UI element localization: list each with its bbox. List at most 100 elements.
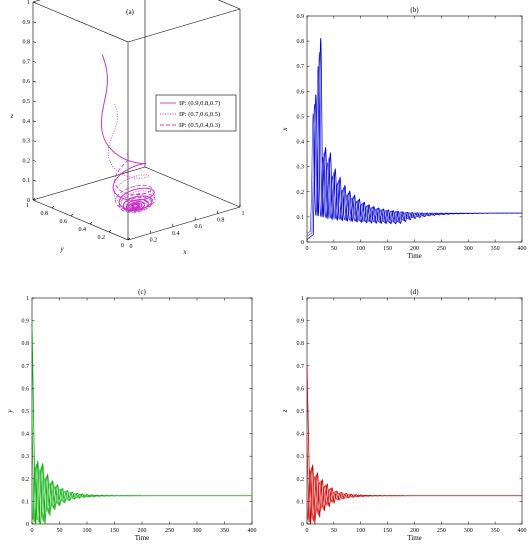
y-tick-label: 0 (26, 522, 29, 528)
y-tick-label: 0 (301, 240, 304, 246)
x-tick-label: 300 (464, 528, 473, 534)
z-tick-mark (32, 1, 37, 4)
y-tick-label: 0.4 (297, 432, 305, 438)
y-tick-label: 0.4 (297, 140, 305, 146)
y-tick-label: 0.9 (297, 319, 305, 325)
y-tick-label: 0 (121, 243, 124, 249)
y-tick-label: 1 (26, 203, 29, 209)
x-tick-label: 150 (383, 246, 392, 252)
legend-label: IP: (0.5,0.4,0.3) (179, 122, 220, 129)
box-edge (144, 166, 241, 208)
series-line-alt (306, 66, 522, 234)
x-axis-label: Time (407, 534, 422, 542)
z-tick-label: 1 (27, 0, 30, 6)
z-tick-label: 0.6 (23, 79, 31, 85)
x-tick-label: 0 (31, 528, 34, 534)
y-axis-label: y (6, 409, 14, 414)
x-tick-label: 250 (165, 528, 174, 534)
y-tick-label: 0.5 (297, 114, 305, 120)
y-tick-label: 0.2 (22, 477, 30, 483)
z-tick-label: 0.1 (23, 178, 31, 184)
y-tick-label: 0.7 (22, 364, 30, 370)
series-line-alt (31, 410, 252, 523)
y-axis-label: z (281, 409, 289, 413)
x-axis-label: Time (407, 252, 422, 260)
z-tick-label: 0.4 (23, 119, 31, 125)
x-tick-label: 150 (110, 528, 119, 534)
panel-a-3d-phase-portrait: 00.10.20.30.40.50.60.70.80.9100.20.40.60… (10, 0, 245, 256)
y-tick-label: 0 (301, 522, 304, 528)
x-tick-label: 0.6 (194, 224, 202, 230)
x-tick-label: 1 (242, 211, 245, 217)
y-tick-label: 0.1 (297, 499, 305, 505)
y-axis-label: x (281, 127, 289, 132)
z-axis-label: z (10, 112, 14, 120)
x-tick-label: 100 (356, 528, 365, 534)
y-tick-label: 0.3 (297, 454, 305, 460)
x-tick-label: 350 (220, 528, 229, 534)
y-tick-label: 0.7 (297, 64, 305, 70)
x-axis-label: Time (135, 534, 150, 542)
y-tick-label: 0.9 (297, 14, 305, 20)
y-tick-label: 0.1 (22, 499, 30, 505)
x-tick-label: 0 (306, 246, 309, 252)
x-axis-label: x (182, 248, 187, 256)
x-tick-label: 50 (57, 528, 63, 534)
x-tick-label: 150 (383, 528, 392, 534)
box-edge (127, 206, 241, 241)
z-tick-mark (32, 80, 37, 83)
y-tick-label: 1 (301, 296, 304, 302)
z-tick-mark (32, 21, 37, 24)
panel-title: (b) (410, 6, 419, 14)
box-edge (217, 0, 241, 10)
z-tick-label: 0.3 (23, 139, 31, 145)
x-tick-label: 250 (437, 246, 446, 252)
y-tick-mark (32, 197, 36, 201)
z-tick-mark (32, 100, 37, 103)
z-tick-label: 0.8 (23, 40, 31, 46)
y-tick-label: 0.3 (22, 454, 30, 460)
y-tick-mark (127, 237, 131, 241)
x-tick-label: 350 (491, 528, 500, 534)
legend-label: IP: (0.9,0.8,0.7) (179, 100, 220, 107)
z-tick-mark (32, 160, 37, 162)
y-tick-label: 0.7 (297, 364, 305, 370)
x-tick-label: 50 (331, 528, 337, 534)
series-line (306, 38, 522, 240)
x-tick-label: 400 (248, 528, 257, 534)
trajectory-dotted (107, 104, 155, 212)
y-tick-label: 0.9 (22, 319, 30, 325)
y-tick-label: 0.3 (297, 165, 305, 171)
x-tick-label: 0.8 (217, 218, 225, 224)
z-tick-mark (32, 61, 37, 63)
x-tick-label: 0 (130, 244, 133, 250)
x-tick-label: 250 (437, 528, 446, 534)
y-tick-label: 1 (26, 296, 29, 302)
panel-title: (d) (410, 288, 419, 296)
z-tick-label: 0.7 (23, 59, 31, 65)
y-tick-label: 0.2 (98, 235, 106, 241)
y-tick-label: 0.6 (297, 386, 305, 392)
z-tick-label: 0.2 (23, 158, 31, 164)
y-tick-mark (89, 221, 93, 225)
y-tick-label: 0.2 (297, 477, 305, 483)
z-tick-label: 0.9 (23, 20, 31, 26)
x-tick-label: 300 (464, 246, 473, 252)
y-tick-label: 0.1 (297, 215, 305, 221)
panel-d-z-time-series: 0 50 100 150 200 250 300 350 400 0 0.1 0.2 0.3 0.4 0.5… (281, 288, 527, 542)
box-edge (127, 8, 241, 43)
y-tick-label: 0.5 (297, 409, 305, 415)
panel-title: (c) (138, 288, 146, 296)
box-edge (32, 199, 129, 241)
series-line-alt (306, 435, 522, 523)
y-tick-label: 0.4 (79, 227, 87, 233)
y-tick-label: 0.6 (60, 219, 68, 225)
y-tick-mark (108, 229, 112, 233)
x-tick-label: 0 (306, 528, 309, 534)
panel-b-x-time-series: 0 50 100 150 200 250 300 350 400 0 0.1 0.2 0.3 0.4 0.5… (281, 6, 527, 260)
y-tick-label: 0.8 (297, 39, 305, 45)
y-tick-label: 0.8 (41, 211, 49, 217)
x-tick-label: 350 (491, 246, 500, 252)
x-tick-label: 200 (138, 528, 147, 534)
